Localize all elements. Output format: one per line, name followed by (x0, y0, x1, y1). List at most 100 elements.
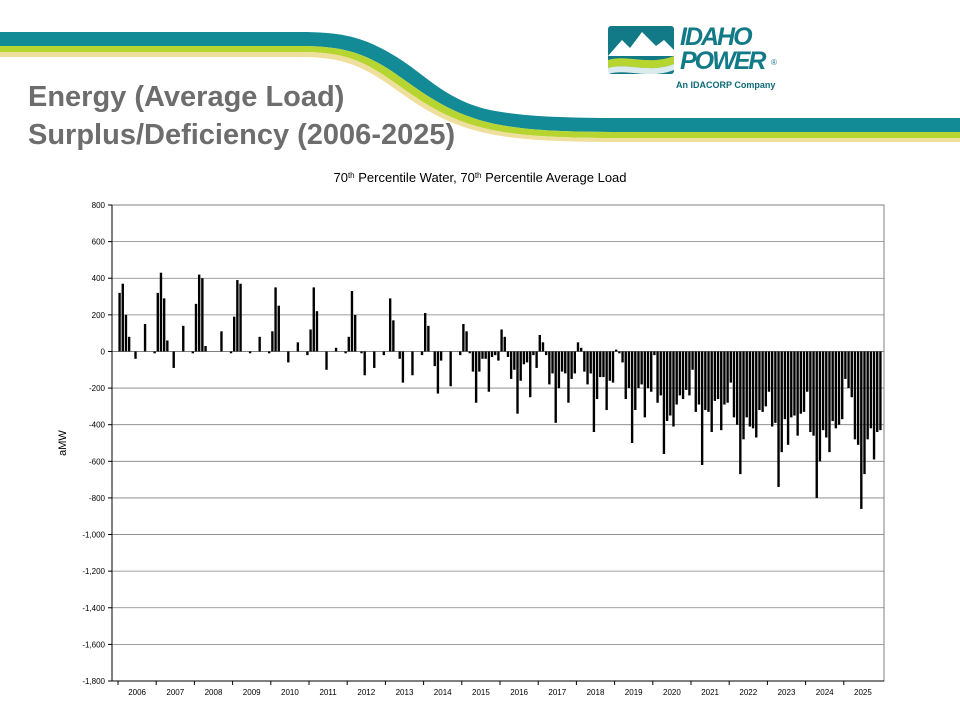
x-tick-label: 2006 (128, 688, 146, 697)
logo-tagline: An IDACORP Company (676, 80, 776, 90)
y-tick-label: 400 (92, 274, 106, 283)
bar (710, 351, 713, 433)
bar (755, 351, 758, 438)
bar (621, 351, 624, 363)
surplus-deficiency-chart: 70th Percentile Water, 70th Percentile A… (57, 170, 885, 697)
bar (860, 351, 863, 509)
bar (793, 351, 796, 416)
y-tick-label: -1,200 (82, 567, 105, 576)
x-tick-label: 2020 (663, 688, 681, 697)
bar (653, 351, 656, 356)
bar (388, 298, 392, 352)
x-tick-label: 2013 (396, 688, 414, 697)
bar (669, 351, 672, 416)
bar (567, 351, 570, 403)
x-tick-label: 2025 (854, 688, 872, 697)
bar (627, 351, 631, 389)
bar (713, 351, 717, 401)
bar (723, 351, 726, 405)
bar (786, 351, 790, 445)
bar (828, 351, 831, 453)
bar (599, 351, 602, 378)
x-tick-label: 2017 (548, 688, 566, 697)
y-tick-label: -200 (89, 384, 106, 393)
bar (325, 351, 328, 370)
bar (465, 331, 468, 352)
bar (516, 351, 519, 414)
y-tick-label: -600 (89, 457, 106, 466)
bar (672, 351, 675, 427)
bar (201, 278, 204, 352)
bar (424, 313, 427, 352)
bar (685, 351, 688, 390)
bar (694, 351, 697, 412)
bar (268, 351, 271, 354)
bar (847, 351, 850, 389)
y-tick-label: -1,000 (82, 531, 105, 540)
bar (532, 351, 535, 356)
bar (764, 351, 767, 407)
bar (853, 351, 857, 440)
plot-area (111, 204, 885, 682)
bar (774, 351, 777, 423)
bar (796, 351, 799, 436)
bar (818, 351, 822, 462)
bar (535, 351, 538, 368)
bar (500, 329, 503, 352)
bar (837, 351, 841, 425)
bar (439, 351, 443, 361)
bar (806, 351, 809, 392)
bar (573, 351, 576, 374)
bar (503, 336, 506, 352)
x-tick-label: 2016 (510, 688, 528, 697)
bar (551, 351, 554, 374)
x-tick-label: 2021 (701, 688, 719, 697)
bar (656, 351, 659, 403)
bar (350, 291, 354, 352)
y-tick-label: 800 (92, 201, 106, 210)
bar (579, 347, 583, 352)
bar (513, 351, 516, 370)
bar (812, 351, 815, 436)
chart-title: 70th Percentile Water, 70th Percentile A… (333, 170, 626, 185)
bar (474, 351, 478, 403)
bar (315, 311, 319, 352)
bar (353, 314, 357, 352)
bar (809, 351, 812, 433)
bar (770, 351, 774, 427)
header-banner (0, 32, 960, 142)
bar (748, 351, 752, 427)
bar (697, 351, 701, 405)
bar (529, 351, 532, 398)
bar (704, 351, 707, 411)
y-tick-label: -1,400 (82, 604, 105, 613)
y-tick-label: -1,600 (82, 640, 105, 649)
bar (484, 351, 487, 359)
bar (143, 324, 147, 352)
slide-title-line1: Energy (Average Load) (28, 81, 345, 113)
bar (688, 351, 691, 396)
y-tick-label: -1,800 (82, 677, 105, 686)
x-tick-label: 2022 (739, 688, 757, 697)
bar (821, 351, 825, 431)
bar (634, 351, 637, 411)
bar (401, 351, 405, 383)
bar (481, 351, 484, 359)
bar (471, 351, 475, 372)
bar (758, 351, 761, 411)
bar (554, 351, 557, 423)
bar (541, 342, 545, 352)
bar (392, 320, 395, 352)
x-tick-label: 2007 (166, 688, 184, 697)
x-tick-label: 2014 (434, 688, 452, 697)
bar (802, 351, 806, 412)
bar (204, 345, 207, 352)
bar (863, 351, 866, 475)
bar (675, 351, 678, 405)
bar (726, 351, 729, 403)
bar (309, 329, 312, 352)
x-tick-label: 2011 (319, 688, 337, 697)
bar (449, 351, 452, 387)
bar (790, 351, 793, 418)
bar (602, 351, 605, 378)
